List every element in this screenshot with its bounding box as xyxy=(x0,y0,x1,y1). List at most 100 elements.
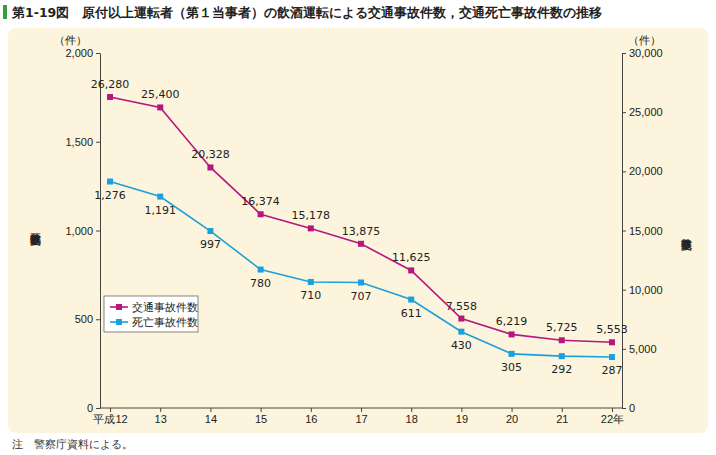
y2-tick-mark xyxy=(622,290,626,291)
x-tick-label: 21 xyxy=(556,413,568,425)
y2-tick: 20,000 xyxy=(622,165,663,177)
series-marker xyxy=(157,194,163,200)
series-marker xyxy=(308,225,314,231)
x-tick: 14 xyxy=(205,408,217,425)
y-tick-label: 1,500 xyxy=(65,136,93,148)
data-label: 780 xyxy=(250,277,271,290)
y2-tick: 5,000 xyxy=(622,343,657,355)
data-label: 710 xyxy=(300,289,321,302)
x-tick-label: 19 xyxy=(456,413,468,425)
x-tick-mark xyxy=(411,408,412,412)
x-tick-mark xyxy=(210,408,211,412)
series-marker xyxy=(458,316,464,322)
y2-tick-mark xyxy=(622,408,626,409)
y-tick: 500 xyxy=(75,313,100,325)
y-tick-label: 1,000 xyxy=(65,225,93,237)
y2-tick-label: 0 xyxy=(629,402,635,414)
series-marker xyxy=(107,179,113,185)
y2-unit: （件） xyxy=(628,34,661,46)
data-label: 1,191 xyxy=(144,204,176,217)
series-marker xyxy=(509,351,515,357)
x-tick-mark xyxy=(261,408,262,412)
x-tick-label: 22年 xyxy=(601,413,624,425)
y-tick-mark xyxy=(96,142,100,143)
y2-tick: 25,000 xyxy=(622,106,663,118)
series-marker xyxy=(458,329,464,335)
legend: 交通事故件数死亡事故件数 xyxy=(104,296,198,332)
x-tick-mark xyxy=(361,408,362,412)
data-label: 997 xyxy=(200,238,221,251)
x-tick: 16 xyxy=(305,408,317,425)
y-tick-mark xyxy=(96,53,100,54)
x-axis: 平成12 13 14 15 16 17 18 19 20 21 22年 xyxy=(93,408,624,425)
series-line xyxy=(110,97,612,342)
series-marker xyxy=(358,280,364,286)
y-axis: 0 500 1,000 1,500 2,000 xyxy=(65,47,100,414)
data-label: 11,625 xyxy=(392,251,431,264)
y-tick-mark xyxy=(96,319,100,320)
x-tick-mark xyxy=(562,408,563,412)
y-tick-label: 0 xyxy=(87,402,93,414)
legend-marker xyxy=(116,319,122,325)
data-label: 430 xyxy=(451,339,472,352)
series-marker xyxy=(308,279,314,285)
x-tick-label: 14 xyxy=(205,413,217,425)
title-marker xyxy=(3,5,7,19)
y-tick: 1,000 xyxy=(65,225,100,237)
legend-label: 死亡事故件数 xyxy=(132,316,198,328)
y2-tick: 30,000 xyxy=(622,47,663,59)
x-tick-mark xyxy=(512,408,513,412)
x-tick: 15 xyxy=(255,408,267,425)
x-tick-mark xyxy=(311,408,312,412)
y-tick-label: 500 xyxy=(75,313,93,325)
data-label: 1,276 xyxy=(94,189,126,202)
y-tick: 2,000 xyxy=(65,47,100,59)
data-label: 6,219 xyxy=(496,315,528,328)
data-label: 26,280 xyxy=(91,78,130,91)
x-tick: 21 xyxy=(556,408,568,425)
x-tick-mark xyxy=(160,408,161,412)
data-label: 16,374 xyxy=(241,195,280,208)
x-tick: 17 xyxy=(355,408,367,425)
x-tick-label: 平成12 xyxy=(93,413,127,425)
series-marker xyxy=(609,354,615,360)
data-labels: 26,28025,40020,32816,37415,17813,87511,6… xyxy=(91,78,628,377)
data-label: 707 xyxy=(351,290,372,303)
plot-area xyxy=(107,94,615,360)
y2-tick-mark xyxy=(622,112,626,113)
series-marker xyxy=(408,267,414,273)
title: 第1-19図 原付以上運転者（第１当事者）の飲酒運転による交通事故件数，交通死亡… xyxy=(11,5,602,20)
x-tick-mark xyxy=(461,408,462,412)
series-marker xyxy=(559,337,565,343)
y-tick-mark xyxy=(96,231,100,232)
y2-tick-mark xyxy=(622,53,626,54)
x-tick: 20 xyxy=(506,408,518,425)
data-label: 15,178 xyxy=(292,209,331,222)
data-label: 20,328 xyxy=(191,148,230,161)
x-tick: 22年 xyxy=(601,408,624,425)
y2-tick-mark xyxy=(622,171,626,172)
y-axis-line xyxy=(100,54,101,409)
y2-tick-label: 25,000 xyxy=(629,106,663,118)
x-tick: 18 xyxy=(406,408,418,425)
series-marker xyxy=(258,267,264,273)
data-label: 305 xyxy=(501,361,522,374)
x-tick: 19 xyxy=(456,408,468,425)
x-tick: 平成12 xyxy=(93,408,127,425)
series-marker xyxy=(408,297,414,303)
data-label: 7,558 xyxy=(446,300,478,313)
legend-box xyxy=(104,296,198,332)
data-label: 5,725 xyxy=(546,321,578,334)
y2-tick-label: 5,000 xyxy=(629,343,657,355)
y2-axis: 0 5,000 10,000 15,000 20,000 25,000 30,000 xyxy=(622,47,663,414)
x-tick-label: 13 xyxy=(155,413,167,425)
y2-tick-mark xyxy=(622,231,626,232)
y-tick: 1,500 xyxy=(65,136,100,148)
data-label: 25,400 xyxy=(141,88,180,101)
y2-axis-title: 交通事故件数 xyxy=(682,239,693,251)
y2-tick-label: 20,000 xyxy=(629,165,663,177)
series-marker xyxy=(358,241,364,247)
y2-tick: 10,000 xyxy=(622,284,663,296)
data-label: 292 xyxy=(551,363,572,376)
y2-tick: 15,000 xyxy=(622,225,663,237)
